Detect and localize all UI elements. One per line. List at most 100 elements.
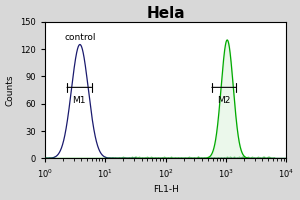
Point [172, 156, 177, 159]
Point [65, 156, 70, 159]
Point [117, 156, 122, 159]
Point [85, 156, 89, 159]
Point [73, 156, 78, 159]
Point [198, 156, 203, 160]
Point [128, 157, 133, 160]
Point [86, 156, 91, 160]
Point [197, 156, 202, 160]
Point [133, 156, 138, 160]
Point [195, 156, 200, 159]
Point [202, 156, 207, 160]
Point [92, 156, 96, 160]
Point [71, 156, 76, 160]
Point [160, 156, 165, 160]
Point [107, 157, 112, 160]
Point [114, 156, 118, 160]
Point [153, 156, 158, 159]
Point [118, 156, 123, 159]
Point [124, 156, 129, 159]
Point [226, 157, 231, 160]
Point [94, 156, 99, 159]
Point [82, 156, 86, 159]
Point [64, 156, 69, 160]
Point [105, 156, 110, 159]
Point [235, 157, 240, 160]
Point [165, 156, 170, 160]
Point [148, 156, 152, 160]
Point [69, 156, 74, 160]
Point [63, 156, 68, 159]
Point [164, 156, 169, 159]
Point [254, 156, 258, 160]
Point [151, 156, 155, 160]
Point [239, 156, 244, 160]
Point [88, 157, 93, 160]
Point [118, 157, 123, 160]
Point [243, 156, 248, 160]
Point [211, 156, 216, 159]
Point [91, 156, 96, 159]
Point [70, 156, 75, 159]
Point [63, 156, 68, 160]
Point [171, 156, 176, 160]
Point [58, 157, 63, 160]
Point [77, 156, 82, 160]
Point [263, 156, 268, 160]
Point [255, 157, 260, 160]
Point [108, 156, 112, 159]
Point [178, 156, 183, 159]
Point [71, 156, 76, 159]
Point [52, 157, 56, 160]
Point [193, 156, 198, 159]
Point [207, 156, 212, 159]
Point [109, 156, 113, 160]
Point [224, 156, 228, 160]
Point [129, 157, 134, 160]
Point [79, 157, 84, 160]
Point [139, 157, 144, 160]
Point [114, 157, 118, 160]
Point [62, 156, 67, 159]
Point [132, 156, 137, 160]
Point [85, 156, 90, 159]
Point [92, 156, 97, 159]
Point [76, 157, 81, 160]
Point [76, 156, 80, 159]
Point [65, 156, 70, 159]
Point [52, 156, 56, 159]
Point [118, 157, 122, 160]
Point [93, 157, 98, 160]
Point [75, 156, 80, 159]
Point [146, 157, 151, 160]
Point [93, 156, 98, 159]
Point [253, 156, 257, 159]
Point [242, 157, 247, 160]
Point [260, 156, 264, 160]
Point [129, 156, 134, 160]
Point [154, 156, 159, 159]
Point [152, 156, 157, 159]
Point [120, 157, 125, 160]
Point [209, 156, 214, 160]
Point [171, 156, 176, 160]
Point [44, 157, 48, 160]
Point [87, 156, 92, 160]
Point [43, 156, 47, 160]
Point [60, 157, 65, 160]
Point [204, 157, 208, 160]
Point [58, 156, 63, 160]
Point [83, 157, 88, 160]
Point [238, 157, 243, 160]
Point [102, 156, 106, 160]
Point [54, 156, 59, 159]
Point [94, 157, 98, 160]
Point [224, 156, 229, 159]
Point [164, 156, 169, 159]
Point [169, 156, 174, 159]
Point [234, 156, 239, 160]
Point [59, 156, 64, 160]
Point [130, 156, 135, 159]
Point [103, 156, 108, 159]
Point [184, 156, 188, 159]
Point [163, 156, 168, 159]
